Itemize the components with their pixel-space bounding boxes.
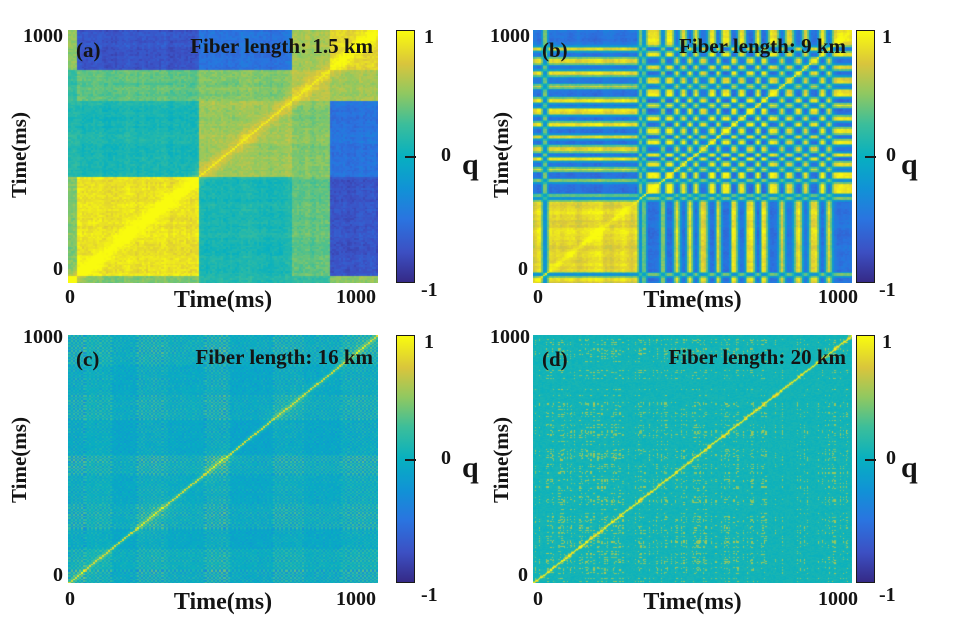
heatmap-b xyxy=(533,30,852,283)
colorbar-zero-tickmark xyxy=(865,459,876,461)
colorbar-label-q: q xyxy=(901,148,918,181)
y-axis-tick-min: 0 xyxy=(518,258,528,280)
colorbar-tick-min: -1 xyxy=(421,279,438,301)
x-axis-tick-min: 0 xyxy=(533,588,543,610)
colorbar-tick-max: 1 xyxy=(424,331,434,353)
x-axis-tick-max: 1000 xyxy=(336,588,376,610)
y-axis-label: Time(ms) xyxy=(489,417,513,503)
panel-b: 1000 0 Time(ms) (b) Fiber length: 9 km 0… xyxy=(489,0,970,318)
y-axis-tick-max: 1000 xyxy=(490,25,530,47)
y-axis-tick-max: 1000 xyxy=(490,326,530,348)
colorbar-label-q: q xyxy=(901,451,918,484)
colorbar-tick-max: 1 xyxy=(882,331,892,353)
y-axis-tick-min: 0 xyxy=(53,258,63,280)
heatmap-c xyxy=(68,335,378,583)
heatmap-a xyxy=(68,30,378,283)
x-axis-tick-min: 0 xyxy=(533,286,543,308)
panel-title-d: Fiber length: 20 km xyxy=(668,345,846,369)
panel-d: 1000 0 Time(ms) (d) Fiber length: 20 km … xyxy=(489,305,970,637)
panel-title-a: Fiber length: 1.5 km xyxy=(190,34,373,58)
y-axis-label: Time(ms) xyxy=(7,417,31,503)
x-axis-label: Time(ms) xyxy=(643,287,742,313)
colorbar-zero-tickmark xyxy=(865,156,876,158)
x-axis-tick-min: 0 xyxy=(65,588,75,610)
colorbar-tick-zero: 0 xyxy=(886,144,896,166)
colorbar-tick-zero: 0 xyxy=(441,447,451,469)
panel-letter-d: (d) xyxy=(542,347,568,371)
colorbar-tick-max: 1 xyxy=(882,26,892,48)
colorbar-zero-tickmark xyxy=(405,459,416,461)
colorbar-label-q: q xyxy=(462,148,479,181)
colorbar-tick-zero: 0 xyxy=(441,144,451,166)
panel-letter-c: (c) xyxy=(76,347,100,371)
panel-letter-b: (b) xyxy=(542,38,568,62)
colorbar-tick-min: -1 xyxy=(879,584,896,606)
x-axis-tick-min: 0 xyxy=(65,286,75,308)
x-axis-label: Time(ms) xyxy=(643,589,742,615)
panel-title-c: Fiber length: 16 km xyxy=(195,345,373,369)
panel-title-b: Fiber length: 9 km xyxy=(678,34,846,58)
panel-c: 1000 0 Time(ms) (c) Fiber length: 16 km … xyxy=(0,305,485,637)
colorbar-tick-max: 1 xyxy=(424,26,434,48)
colorbar-tick-min: -1 xyxy=(879,279,896,301)
x-axis-label: Time(ms) xyxy=(173,287,273,313)
panel-a: 1000 0 Time(ms) (a) Fiber length: 1.5 km… xyxy=(0,0,485,318)
colorbar-label-q: q xyxy=(462,451,479,484)
colorbar-tick-min: -1 xyxy=(421,584,438,606)
y-axis-label: Time(ms) xyxy=(489,112,513,198)
x-axis-tick-max: 1000 xyxy=(818,286,858,308)
heatmap-d xyxy=(533,335,852,583)
y-axis-tick-min: 0 xyxy=(518,564,528,586)
colorbar-tick-zero: 0 xyxy=(886,447,896,469)
y-axis-tick-max: 1000 xyxy=(23,326,63,348)
y-axis-label: Time(ms) xyxy=(7,112,31,198)
y-axis-tick-min: 0 xyxy=(53,564,63,586)
x-axis-label: Time(ms) xyxy=(173,589,273,615)
x-axis-tick-max: 1000 xyxy=(336,286,376,308)
panel-letter-a: (a) xyxy=(76,38,101,62)
colorbar-zero-tickmark xyxy=(405,156,416,158)
x-axis-tick-max: 1000 xyxy=(818,588,858,610)
y-axis-tick-max: 1000 xyxy=(23,25,63,47)
